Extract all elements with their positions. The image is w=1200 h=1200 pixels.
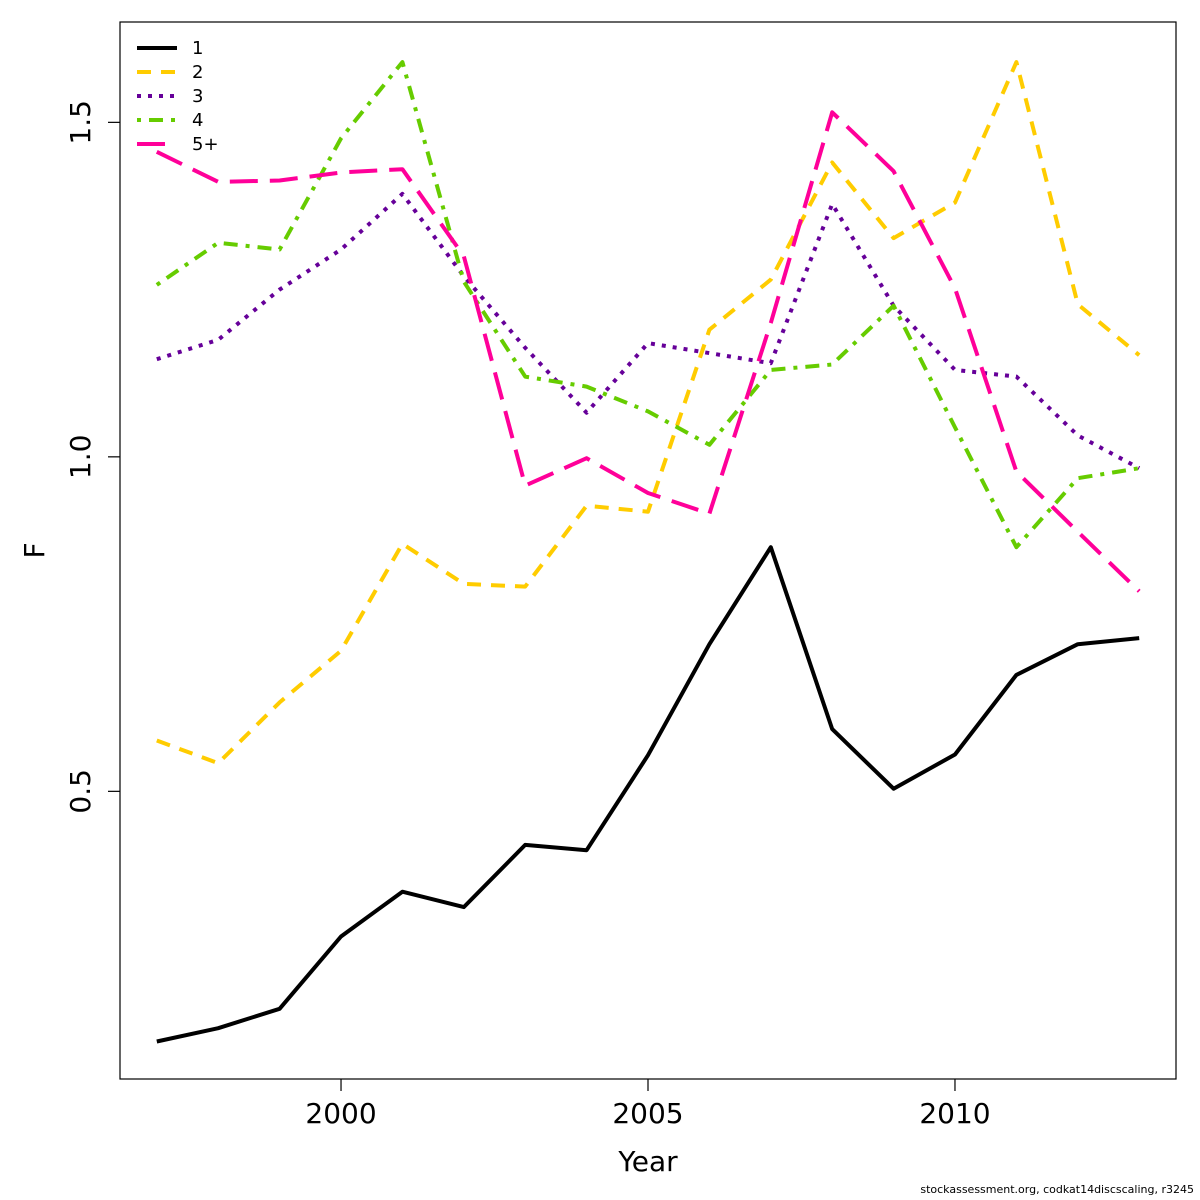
x-axis: 2000 2005 2010	[305, 1079, 991, 1130]
legend-label-1: 1	[192, 38, 203, 59]
y-tick-label: 1.0	[64, 435, 97, 480]
legend: 1 2 3 4 5+	[137, 38, 219, 155]
y-tick-label: 0.5	[64, 769, 97, 814]
legend-label-3: 3	[192, 86, 203, 107]
series-line-3	[156, 191, 1141, 470]
legend-label-2: 2	[192, 62, 203, 83]
series-line-1	[156, 545, 1140, 1044]
x-tick-label: 2005	[612, 1097, 683, 1130]
series-lines	[155, 60, 1141, 1044]
series-line-2	[156, 60, 1141, 766]
footer-credit: stockassessment.org, codkat14discscaling…	[920, 1183, 1194, 1196]
legend-label-5: 5+	[192, 134, 219, 155]
series-line-5	[155, 110, 1141, 593]
x-axis-title: Year	[617, 1145, 678, 1178]
y-axis: 0.5 1.0 1.5	[64, 100, 120, 814]
series-line-4	[155, 60, 1140, 550]
y-axis-title: F	[18, 542, 51, 558]
x-tick-label: 2010	[919, 1097, 990, 1130]
legend-label-4: 4	[192, 110, 203, 131]
x-tick-label: 2000	[305, 1097, 376, 1130]
y-tick-label: 1.5	[64, 100, 97, 145]
